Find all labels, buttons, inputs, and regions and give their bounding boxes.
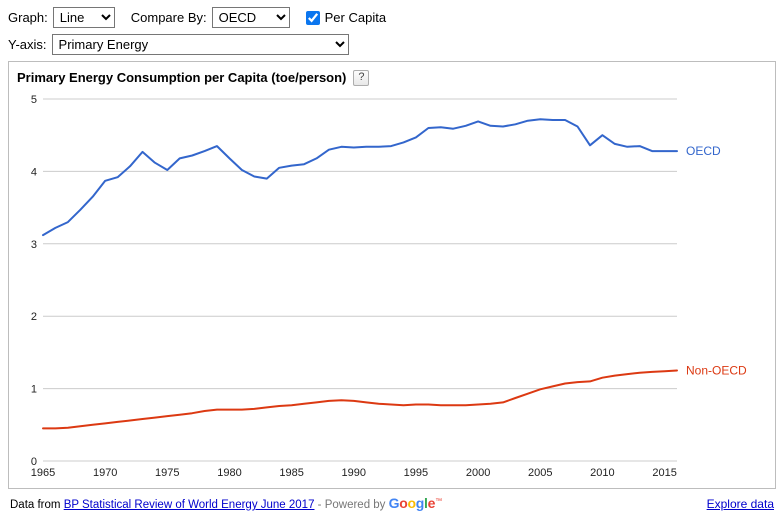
svg-text:2015: 2015 — [652, 467, 676, 479]
chart-panel: Primary Energy Consumption per Capita (t… — [8, 61, 776, 489]
footer: Data from BP Statistical Review of World… — [8, 495, 776, 511]
attribution-prefix: Data from — [10, 499, 64, 511]
svg-text:1965: 1965 — [31, 467, 55, 479]
google-trademark: ™ — [435, 498, 443, 506]
svg-text:1990: 1990 — [342, 467, 366, 479]
help-button[interactable]: ? — [353, 69, 370, 86]
explore-data-link[interactable]: Explore data — [706, 497, 774, 511]
svg-text:1970: 1970 — [93, 467, 117, 479]
compare-by-label: Compare By: — [130, 10, 207, 25]
svg-text:1980: 1980 — [217, 467, 241, 479]
page-root: Graph: Line Compare By: OECD Per Capita … — [8, 7, 776, 511]
graph-select[interactable]: Line — [52, 7, 115, 28]
compare-by-select[interactable]: OECD — [211, 7, 290, 28]
svg-text:0: 0 — [31, 456, 37, 468]
chart-title: Primary Energy Consumption per Capita (t… — [17, 70, 347, 85]
svg-text:OECD: OECD — [686, 144, 721, 158]
svg-text:Non-OECD: Non-OECD — [686, 364, 747, 378]
controls-row-2: Y-axis: Primary Energy — [8, 34, 776, 55]
y-axis-label: Y-axis: — [8, 37, 47, 52]
graph-label: Graph: — [8, 10, 48, 25]
svg-text:3: 3 — [31, 239, 37, 251]
google-logo: Google — [388, 495, 436, 511]
svg-text:1975: 1975 — [155, 467, 179, 479]
chart-controls: Graph: Line Compare By: OECD Per Capita … — [8, 7, 776, 55]
line-chart: 0 1 2 3 4 5 1965 1970 1975 1980 1985 1990 1995 2000 20… — [31, 94, 747, 479]
svg-text:1: 1 — [31, 384, 37, 396]
svg-text:2: 2 — [31, 311, 37, 323]
svg-text:2005: 2005 — [528, 467, 552, 479]
svg-text:2000: 2000 — [466, 467, 490, 479]
y-axis-select[interactable]: Primary Energy — [51, 34, 349, 55]
per-capita-checkbox[interactable] — [305, 10, 320, 25]
attribution-text: Data from BP Statistical Review of World… — [10, 495, 442, 511]
per-capita-label: Per Capita — [324, 10, 387, 25]
chart-header: Primary Energy Consumption per Capita (t… — [13, 67, 771, 89]
svg-text:1985: 1985 — [279, 467, 303, 479]
controls-row-1: Graph: Line Compare By: OECD Per Capita — [8, 7, 776, 28]
svg-text:2010: 2010 — [590, 467, 614, 479]
svg-text:4: 4 — [31, 166, 37, 178]
powered-by-text: - Powered by — [314, 499, 389, 511]
source-link[interactable]: BP Statistical Review of World Energy Ju… — [63, 499, 315, 511]
svg-text:5: 5 — [31, 94, 37, 106]
svg-text:1995: 1995 — [404, 467, 428, 479]
